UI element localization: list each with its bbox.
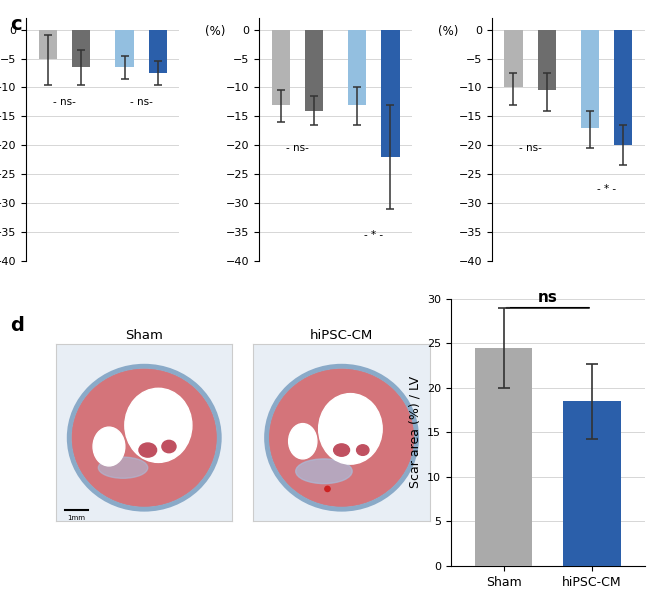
Bar [614, 29, 632, 145]
Bar [563, 402, 620, 566]
Ellipse shape [98, 457, 148, 479]
Bar [149, 29, 167, 73]
Text: - ns-: - ns- [130, 97, 153, 107]
Bar [504, 29, 522, 87]
Ellipse shape [93, 427, 125, 466]
Text: - ns-: - ns- [53, 97, 76, 107]
Ellipse shape [162, 440, 176, 453]
Bar [115, 29, 134, 67]
Bar [272, 29, 290, 105]
Ellipse shape [289, 424, 317, 459]
Text: - ns-: - ns- [286, 143, 309, 153]
Ellipse shape [295, 459, 352, 483]
Text: d: d [10, 316, 24, 335]
Bar [348, 29, 367, 105]
Text: - * -: - * - [597, 184, 616, 193]
Ellipse shape [325, 486, 330, 492]
Ellipse shape [334, 444, 349, 456]
Text: c: c [10, 15, 22, 34]
Text: - ns-: - ns- [519, 143, 542, 153]
Title: hiPSC-CM: hiPSC-CM [310, 329, 373, 341]
Ellipse shape [269, 369, 414, 506]
Bar [39, 29, 57, 58]
Text: ns: ns [538, 290, 558, 305]
Bar [475, 348, 532, 566]
Text: (%): (%) [205, 25, 225, 39]
Text: (%): (%) [438, 25, 458, 39]
Title: Sham: Sham [125, 329, 163, 341]
Bar [538, 29, 556, 90]
Bar [305, 29, 323, 111]
Text: 1mm: 1mm [67, 515, 86, 521]
Bar [382, 29, 399, 157]
Bar [72, 29, 90, 67]
Ellipse shape [139, 443, 157, 457]
Ellipse shape [357, 445, 369, 455]
Bar [581, 29, 599, 128]
Y-axis label: Scar area (%) / LV: Scar area (%) / LV [408, 376, 421, 488]
Text: - * -: - * - [365, 230, 384, 240]
Ellipse shape [72, 369, 216, 506]
Ellipse shape [318, 394, 382, 464]
Ellipse shape [125, 388, 192, 462]
